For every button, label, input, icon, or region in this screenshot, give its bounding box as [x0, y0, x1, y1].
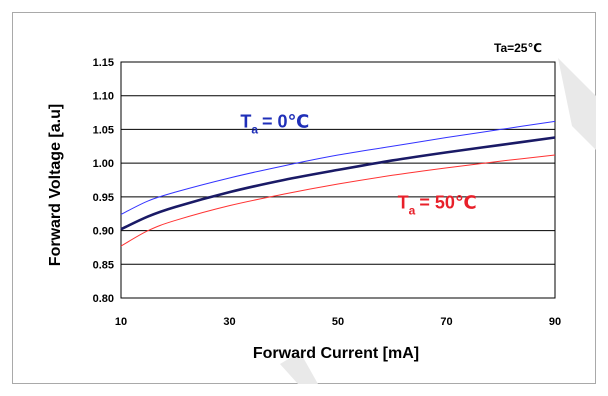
series-line-2	[120, 154, 556, 247]
x-tick-label: 50	[332, 316, 344, 328]
y-axis-ticks: 0.80 0.85 0.90 0.95 1.00 1.05 1.10 1.15	[93, 57, 114, 305]
y-tick-label: 1.10	[93, 91, 114, 103]
y-axis-title: Forward Voltage [a.u]	[47, 104, 64, 266]
annotation-main: T	[398, 192, 409, 212]
y-tick-label: 1.00	[93, 158, 114, 170]
x-axis-ticks: 10 30 50 70 90	[115, 316, 561, 328]
annotations: Ta = 0℃Ta = 50℃	[240, 111, 476, 217]
watermark	[280, 58, 596, 384]
plot-area	[120, 61, 556, 299]
y-tick-label: 0.95	[93, 192, 114, 204]
series-line-1	[120, 136, 556, 231]
annotation-text: = 50℃	[419, 192, 476, 212]
annotation-text: = 0℃	[262, 111, 309, 131]
annotation-subscript: a	[251, 122, 258, 136]
x-tick-label: 70	[440, 316, 452, 328]
series-group	[120, 120, 556, 247]
y-tick-label: 1.15	[93, 57, 114, 69]
x-tick-label: 10	[115, 316, 127, 328]
series-annotation: Ta = 50℃	[398, 192, 477, 217]
y-tick-label: 1.05	[93, 124, 114, 136]
y-tick-label: 0.80	[93, 293, 114, 305]
annotation-main: T	[240, 111, 251, 131]
y-tick-label: 0.90	[93, 226, 114, 238]
series-line-0	[120, 120, 556, 215]
x-tick-label: 90	[549, 316, 561, 328]
annotation-subscript: a	[409, 203, 416, 217]
x-tick-label: 30	[223, 316, 235, 328]
y-tick-label: 0.85	[93, 259, 114, 271]
x-axis-title: Forward Current [mA]	[253, 345, 419, 362]
series-annotation: Ta = 0℃	[240, 111, 309, 136]
condition-label: Ta=25℃	[494, 41, 542, 55]
